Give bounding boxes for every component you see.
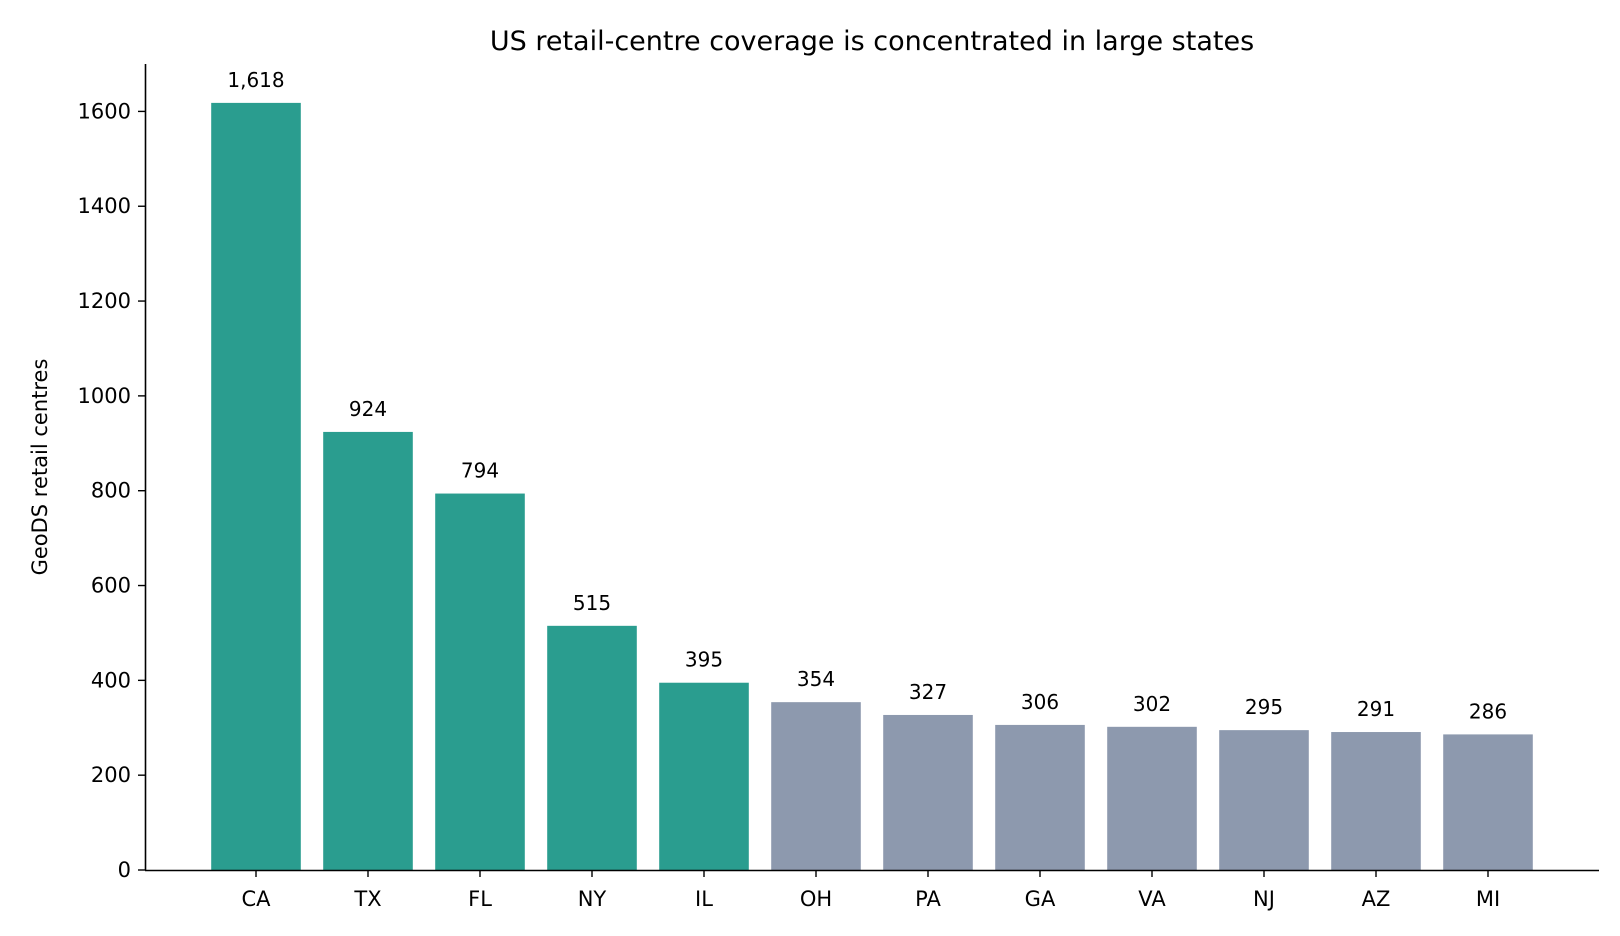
x-tick-label-tx: TX xyxy=(353,887,381,911)
y-axis: 0 200 400 600 800 1000 1200 1400 1600 xyxy=(78,64,147,882)
y-tick-label-1200: 1200 xyxy=(78,289,131,313)
chart-title: US retail-centre coverage is concentrate… xyxy=(490,26,1254,57)
bar-tx xyxy=(323,431,413,870)
x-tick-label-pa: PA xyxy=(915,887,941,911)
x-tick-label-ca: CA xyxy=(241,887,271,911)
bar-il xyxy=(659,682,749,870)
data-label-fl: 794 xyxy=(461,459,499,483)
bar-nj xyxy=(1219,730,1309,870)
y-tick-label-1600: 1600 xyxy=(78,99,131,123)
y-axis-label: GeoDS retail centres xyxy=(28,359,52,576)
data-label-ca: 1,618 xyxy=(227,68,284,92)
x-tick-label-fl: FL xyxy=(468,887,492,911)
bar-va xyxy=(1107,726,1197,870)
y-tick-label-1400: 1400 xyxy=(78,194,131,218)
bar-pa xyxy=(883,714,973,870)
data-label-oh: 354 xyxy=(797,667,835,691)
data-label-il: 395 xyxy=(685,648,723,672)
data-label-pa: 327 xyxy=(909,680,947,704)
bar-mi xyxy=(1443,734,1533,870)
x-tick-label-mi: MI xyxy=(1476,887,1500,911)
y-tick-label-1000: 1000 xyxy=(78,384,131,408)
x-tick-label-oh: OH xyxy=(800,887,832,911)
bar-ny xyxy=(547,625,637,870)
x-tick-label-az: AZ xyxy=(1362,887,1391,911)
data-label-ny: 515 xyxy=(573,591,611,615)
x-tick-label-va: VA xyxy=(1138,887,1166,911)
x-tick-label-ny: NY xyxy=(578,887,607,911)
data-label-ga: 306 xyxy=(1021,690,1059,714)
x-axis: CA TX FL NY IL OH PA GA VA NJ AZ MI xyxy=(145,869,1599,911)
y-tick-label-0: 0 xyxy=(118,858,131,882)
y-tick-label-600: 600 xyxy=(91,574,131,598)
data-label-nj: 295 xyxy=(1245,695,1283,719)
data-label-va: 302 xyxy=(1133,692,1171,716)
bar-ga xyxy=(995,724,1085,870)
y-tick-label-400: 400 xyxy=(91,668,131,692)
bar-oh xyxy=(771,702,861,870)
bar-az xyxy=(1331,732,1421,870)
y-tick-label-200: 200 xyxy=(91,763,131,787)
bar-fl xyxy=(435,493,525,870)
x-tick-label-il: IL xyxy=(695,887,713,911)
y-tick-label-800: 800 xyxy=(91,479,131,503)
data-label-az: 291 xyxy=(1357,697,1395,721)
bars: 1,618 924 794 515 395 354 327 306 302 295 291 286 xyxy=(211,68,1533,870)
x-tick-label-nj: NJ xyxy=(1253,887,1275,911)
x-tick-label-ga: GA xyxy=(1025,887,1056,911)
bar-ca xyxy=(211,102,301,870)
data-label-mi: 286 xyxy=(1469,699,1507,723)
data-label-tx: 924 xyxy=(349,397,387,421)
